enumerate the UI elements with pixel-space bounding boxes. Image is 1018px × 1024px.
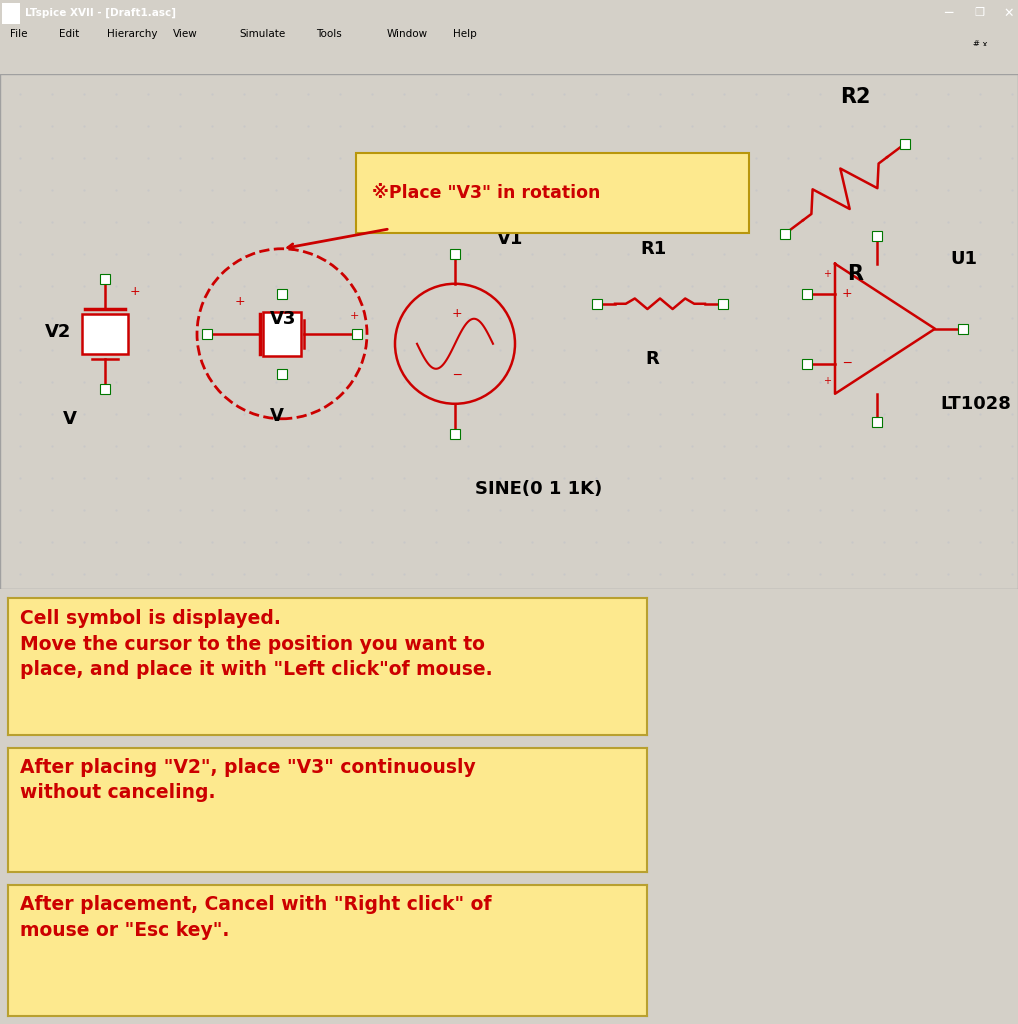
Text: U1: U1 [950, 250, 977, 267]
Text: +: + [823, 269, 831, 280]
Text: LT1028: LT1028 [940, 395, 1011, 413]
Text: +: + [129, 286, 140, 298]
Bar [277, 289, 287, 299]
Text: ❒: ❒ [974, 8, 984, 18]
Text: V1: V1 [497, 229, 523, 248]
Text: _ # x: _ # x [966, 39, 987, 48]
Text: Help: Help [453, 29, 476, 39]
Text: V: V [270, 407, 284, 425]
Text: ─: ─ [453, 370, 461, 382]
Bar [780, 228, 790, 239]
Bar [450, 249, 460, 259]
Text: Simulate: Simulate [239, 29, 285, 39]
Text: Tools: Tools [316, 29, 341, 39]
Text: Window: Window [387, 29, 428, 39]
Text: V3: V3 [270, 310, 296, 328]
Bar [277, 369, 287, 379]
Text: +: + [842, 287, 852, 300]
Bar [450, 429, 460, 438]
Text: ※Place "V3" in rotation: ※Place "V3" in rotation [372, 183, 601, 202]
Bar [872, 417, 882, 427]
Text: SINE(0 1 1K): SINE(0 1 1K) [475, 480, 603, 498]
Bar [958, 324, 968, 334]
Bar [352, 329, 362, 339]
Text: Cell symbol is displayed.
Move the cursor to the position you want to
place, and: Cell symbol is displayed. Move the curso… [19, 609, 493, 680]
Bar [2, 3, 20, 24]
FancyBboxPatch shape [356, 153, 749, 232]
Bar [592, 299, 602, 309]
Text: ─: ─ [843, 357, 851, 371]
Bar [263, 311, 301, 355]
Bar [718, 299, 728, 309]
Text: View: View [173, 29, 197, 39]
Bar [82, 313, 128, 353]
Bar [100, 384, 110, 394]
Text: After placement, Cancel with "Right click" of
mouse or "Esc key".: After placement, Cancel with "Right clic… [19, 895, 491, 940]
Text: +: + [452, 307, 462, 321]
Text: ✕: ✕ [1004, 7, 1014, 19]
Text: Edit: Edit [59, 29, 79, 39]
Text: After placing "V2", place "V3" continuously
without canceling.: After placing "V2", place "V3" continuou… [19, 758, 475, 802]
Text: V: V [63, 410, 77, 428]
Bar [202, 329, 212, 339]
Text: R1: R1 [640, 240, 666, 258]
Text: R: R [645, 350, 659, 368]
Text: V2: V2 [45, 323, 71, 341]
Text: ─: ─ [945, 6, 953, 20]
Text: R: R [847, 264, 863, 284]
Text: +: + [349, 310, 358, 321]
Bar [872, 230, 882, 241]
Bar [100, 273, 110, 284]
Bar [802, 358, 812, 369]
Text: +: + [823, 376, 831, 386]
Text: R2: R2 [840, 87, 870, 106]
Bar [900, 138, 910, 148]
Text: Hierarchy: Hierarchy [107, 29, 158, 39]
Text: File: File [10, 29, 27, 39]
Text: LTspice XVII - [Draft1.asc]: LTspice XVII - [Draft1.asc] [25, 8, 176, 18]
Text: +: + [235, 295, 245, 308]
Bar [802, 289, 812, 299]
